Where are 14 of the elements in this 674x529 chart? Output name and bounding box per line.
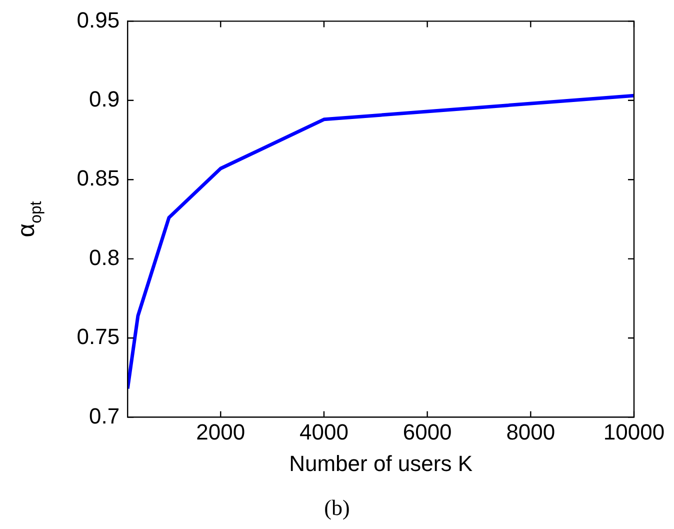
y-tick-label: 0.9 (89, 86, 120, 112)
y-tick-label: 0.75 (76, 324, 120, 350)
y-axis-title: αopt (13, 200, 45, 238)
y-tick-label: 0.7 (89, 403, 120, 428)
y-tick-label: 0.8 (89, 244, 120, 270)
x-axis-title: Number of users K (289, 450, 473, 476)
x-tick-label: 10000 (603, 419, 665, 444)
x-tick-label: 4000 (299, 419, 348, 444)
x-tick-label: 2000 (196, 419, 246, 444)
x-tick-label: 6000 (402, 419, 452, 444)
x-tick-label: 8000 (506, 419, 556, 444)
y-tick-label: 0.85 (76, 166, 120, 191)
text: (b) (323, 495, 351, 521)
y-tick-label: 0.95 (76, 7, 120, 32)
